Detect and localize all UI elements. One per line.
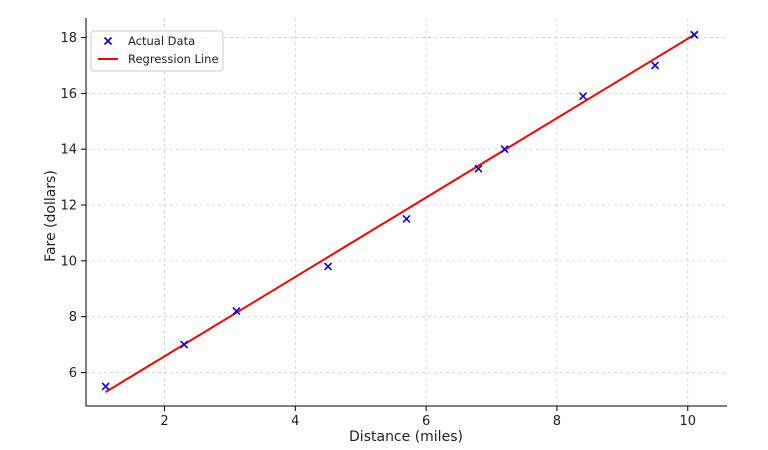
- grid-layer: [86, 18, 727, 406]
- legend-label-regression-line: Regression Line: [128, 52, 219, 66]
- data-point: [500, 145, 509, 154]
- y-tick-label: 8: [69, 310, 77, 325]
- y-tick-label: 14: [60, 143, 77, 158]
- y-tick-label: 16: [60, 87, 77, 102]
- y-axis-label: Fare (dollars): [43, 170, 59, 262]
- data-point: [101, 382, 110, 391]
- regression-line-layer: [105, 33, 695, 393]
- x-tick-label: 2: [160, 414, 168, 429]
- x-tick-label: 4: [291, 414, 299, 429]
- legend-marker-actual-data: [103, 36, 113, 46]
- x-tick-label: 8: [553, 414, 561, 429]
- x-axis-label: Distance (miles): [349, 429, 463, 445]
- data-point: [180, 340, 189, 349]
- x-tick-label: 10: [679, 414, 696, 429]
- data-point: [474, 164, 483, 173]
- data-points-layer: [101, 30, 699, 391]
- data-point: [690, 30, 699, 39]
- legend-label-actual-data: Actual Data: [128, 34, 195, 48]
- y-tick-label: 6: [69, 366, 77, 381]
- axes-layer: 2 4 6 8 10 6 8 10 12 14 16 18: [60, 18, 727, 429]
- y-tick-label: 12: [60, 199, 77, 214]
- y-tick-label: 18: [60, 31, 77, 46]
- x-tick-label: 6: [422, 414, 430, 429]
- legend-x-marker: [103, 36, 113, 46]
- data-point: [402, 214, 411, 224]
- data-point: [650, 61, 660, 70]
- data-point: [579, 92, 588, 101]
- regression-line: [105, 33, 695, 393]
- data-point: [232, 307, 241, 316]
- data-point: [323, 262, 333, 271]
- legend: Actual Data Regression Line: [90, 30, 224, 72]
- y-tick-label: 10: [60, 254, 77, 269]
- legend-box: [90, 30, 224, 72]
